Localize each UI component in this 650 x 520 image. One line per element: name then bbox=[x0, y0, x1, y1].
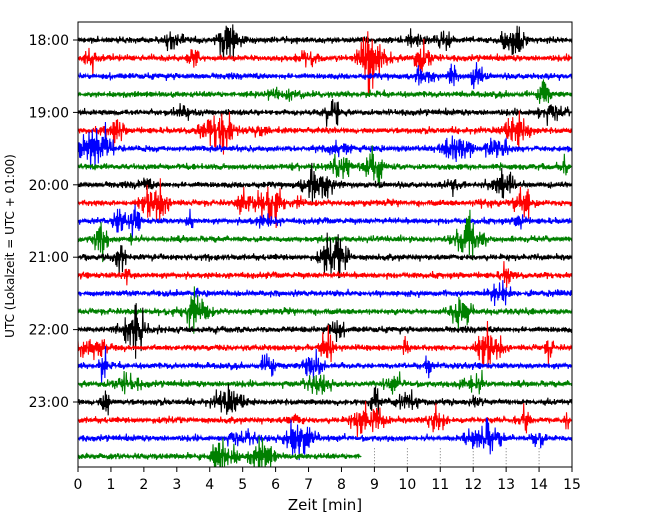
x-tick-label: 6 bbox=[271, 477, 280, 493]
trace-20 bbox=[78, 369, 572, 395]
trace-2 bbox=[78, 31, 572, 96]
trace-10 bbox=[78, 178, 572, 228]
x-axis: 0 1 2 3 4 5 6 7 8 9 10 11 12 13 14 15 bbox=[74, 467, 581, 493]
x-tick-label: 13 bbox=[497, 477, 515, 493]
x-tick-label: 8 bbox=[337, 477, 346, 493]
x-tick-label: 7 bbox=[304, 477, 313, 493]
gridlines bbox=[373, 448, 540, 467]
x-tick-label: 14 bbox=[530, 477, 548, 493]
x-tick-label: 10 bbox=[398, 477, 416, 493]
seismic-traces bbox=[78, 24, 572, 467]
trace-12 bbox=[78, 209, 572, 263]
trace-21 bbox=[78, 383, 572, 416]
y-axis-label: UTC (Lokalzeit = UTC + 01:00) bbox=[3, 154, 17, 338]
trace-22 bbox=[78, 401, 572, 438]
trace-3 bbox=[78, 62, 572, 90]
trace-23 bbox=[78, 417, 572, 461]
x-tick-label: 11 bbox=[431, 477, 449, 493]
y-tick-label: 19:00 bbox=[29, 105, 69, 121]
x-tick-label: 2 bbox=[139, 477, 148, 493]
y-axis: 18:00 19:00 20:00 21:00 22:00 23:00 bbox=[29, 33, 78, 411]
trace-11 bbox=[78, 204, 572, 239]
trace-17 bbox=[78, 303, 572, 359]
trace-14 bbox=[78, 261, 572, 288]
trace-16 bbox=[78, 286, 572, 334]
x-tick-label: 0 bbox=[74, 477, 83, 493]
plot-frame bbox=[77, 21, 573, 468]
x-tick-label: 9 bbox=[370, 477, 379, 493]
y-tick-label: 23:00 bbox=[29, 395, 69, 411]
x-tick-label: 4 bbox=[205, 477, 214, 493]
trace-24 bbox=[78, 436, 362, 467]
trace-7 bbox=[78, 122, 572, 170]
x-axis-label: Zeit [min] bbox=[288, 496, 362, 514]
x-tick-label: 5 bbox=[238, 477, 247, 493]
x-tick-label: 3 bbox=[172, 477, 181, 493]
trace-8 bbox=[78, 145, 572, 189]
y-tick-label: 21:00 bbox=[29, 250, 69, 266]
y-tick-label: 18:00 bbox=[29, 33, 69, 49]
trace-13 bbox=[78, 232, 572, 279]
trace-15 bbox=[78, 280, 572, 306]
trace-4 bbox=[78, 79, 572, 104]
x-tick-label: 1 bbox=[106, 477, 115, 493]
y-tick-label: 22:00 bbox=[29, 323, 69, 339]
x-tick-label: 12 bbox=[464, 477, 482, 493]
x-tick-label: 15 bbox=[563, 477, 581, 493]
trace-5 bbox=[78, 99, 572, 127]
y-tick-label: 20:00 bbox=[29, 178, 69, 194]
trace-1 bbox=[78, 24, 572, 61]
trace-6 bbox=[78, 110, 572, 155]
trace-19 bbox=[78, 346, 572, 384]
trace-18 bbox=[78, 321, 572, 369]
